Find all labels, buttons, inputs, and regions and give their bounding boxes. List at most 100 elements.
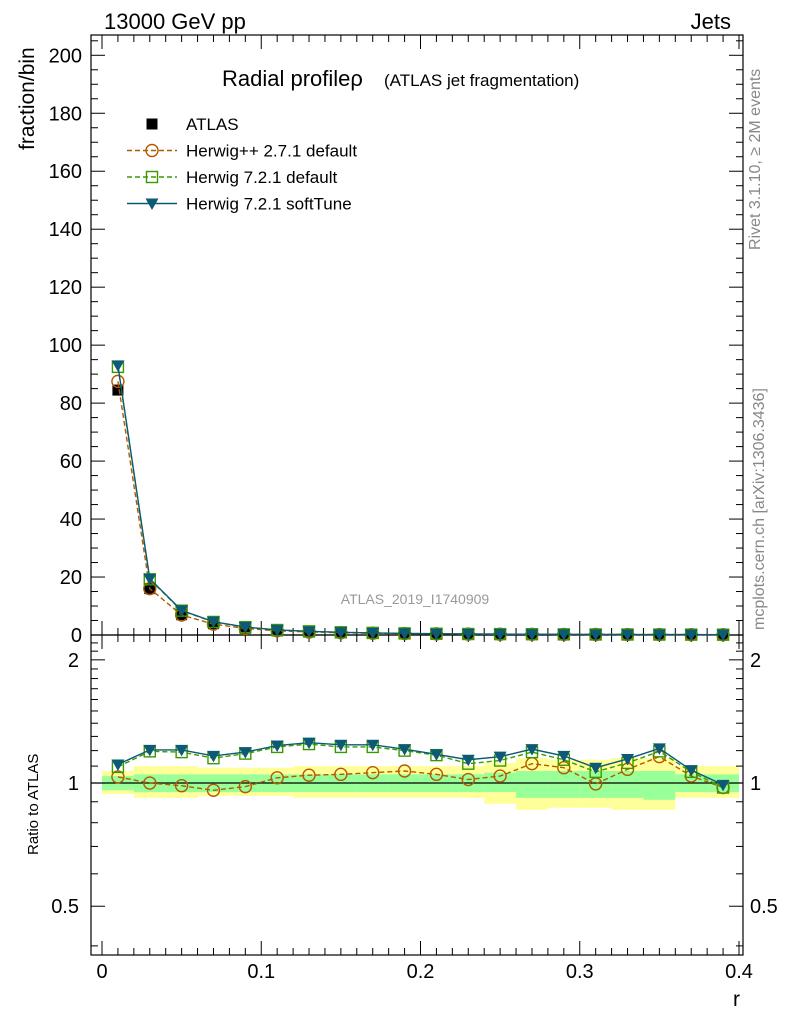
ratio-point-herwig-2-7-1-default (461, 772, 475, 787)
main-line-herwig-7-2-1-softtune (117, 365, 724, 636)
header-left: 13000 GeV pp (104, 9, 246, 34)
legend-label-herwig-2-7-1-default: Herwig++ 2.7.1 default (186, 142, 357, 161)
main-point-herwig-7-2-1-softtune (716, 629, 730, 642)
main-point-herwig-7-2-1-softtune (589, 629, 603, 641)
ratio-point-herwig-7-2-1-softtune (334, 739, 348, 752)
main-point-herwig-7-2-1-softtune (652, 629, 666, 642)
ratio-point-herwig-7-2-1-softtune (525, 744, 539, 756)
stat-uncertainty-bin (516, 771, 548, 798)
ratio-axes: 0 0.1 0.2 0.3 0.4 0.5 0.5 1 1 2 2 (51, 635, 778, 983)
main-y-tick-label: 60 (60, 451, 82, 473)
ratio-point-herwig-7-2-1-softtune (398, 744, 412, 756)
ratio-point-herwig-7-2-1-softtune (270, 740, 284, 753)
header-right: Jets (691, 9, 731, 34)
ratio-point-herwig-2-7-1-default (334, 767, 348, 782)
ratio-plot-frame (90, 634, 744, 956)
legend: ATLAS Herwig++ 2.7.1 default Herwig 7.2.1 … (127, 115, 357, 214)
ratio-point-herwig-2-7-1-default (206, 783, 221, 797)
main-point-herwig-7-2-1-softtune (334, 627, 348, 639)
ratio-point-herwig-2-7-1-default (174, 779, 189, 793)
main-point-herwig-7-2-1-softtune (366, 627, 380, 640)
stat-uncertainty-bin (547, 771, 580, 798)
ratio-point-herwig-7-2-1-softtune (652, 743, 666, 755)
main-point-herwig-7-2-1-softtune (621, 629, 635, 642)
main-point-herwig-7-2-1-softtune (684, 629, 698, 642)
x-tick-label: 0.2 (407, 961, 435, 983)
legend-label-atlas: ATLAS (186, 115, 239, 134)
ratio-point-herwig-7-2-1-softtune (461, 754, 475, 767)
main-point-herwig-7-2-1-softtune (270, 624, 284, 637)
ratio-point-herwig-7-2-1-softtune (684, 765, 698, 777)
main-y-tick-label: 160 (49, 161, 82, 183)
ratio-point-herwig-7-2-1-softtune (238, 747, 252, 759)
x-tick-label: 0.4 (725, 961, 753, 983)
main-y-tick-label: 180 (49, 103, 82, 125)
legend-marker-herwig-7-2-1-default (145, 170, 159, 184)
main-y-tick-label: 140 (49, 219, 82, 241)
x-tick-label: 0.3 (566, 961, 594, 983)
main-point-herwig-7-2-1-softtune (557, 629, 571, 641)
ratio-point-herwig-2-7-1-default (429, 767, 444, 782)
ratio-point-herwig-2-7-1-default (493, 769, 507, 783)
legend-marker-herwig-7-2-1-softtune (145, 198, 159, 210)
main-point-herwig-7-2-1-softtune (398, 628, 412, 640)
main-point-herwig-7-2-1-softtune (143, 573, 157, 586)
main-y-label: fraction/bin (16, 47, 39, 150)
ratio-line-herwig-7-2-1-softtune (117, 741, 724, 786)
main-point-herwig-7-2-1-softtune (175, 605, 189, 617)
ratio-series (111, 737, 730, 797)
main-y-tick-label: 0 (71, 625, 82, 647)
chart-title: Radial profileρ (222, 66, 363, 91)
side-version: Rivet 3.1.10, ≥ 2M events (747, 69, 764, 250)
legend-label-herwig-7-2-1-default: Herwig 7.2.1 default (186, 168, 337, 187)
ratio-point-herwig-7-2-1-softtune (589, 762, 603, 775)
ratio-y-tick-label-right: 2 (750, 650, 761, 672)
main-point-herwig-7-2-1-softtune (302, 626, 316, 638)
main-point-herwig-7-2-1-softtune (206, 616, 220, 629)
ratio-point-herwig-7-2-1-softtune (175, 744, 189, 757)
ratio-point-herwig-2-7-1-default (238, 779, 253, 794)
legend-marker-atlas (146, 118, 158, 130)
main-y-tick-label: 200 (49, 45, 82, 67)
watermark: ATLAS_2019_I1740909 (341, 591, 490, 607)
main-point-herwig-7-2-1-softtune (238, 622, 252, 634)
main-point-herwig-2-7-1-default (111, 374, 125, 389)
ratio-y-label: Ratio to ATLAS (25, 754, 42, 855)
ratio-point-herwig-2-7-1-default (270, 771, 284, 785)
ratio-point-herwig-7-2-1-softtune (366, 739, 380, 752)
main-point-herwig-7-2-1-softtune (493, 629, 507, 641)
ratio-uncertainty-bands (102, 758, 739, 810)
ratio-point-herwig-7-2-1-softtune (143, 744, 157, 757)
stat-uncertainty-bin (643, 771, 676, 800)
main-y-tick-label: 100 (49, 335, 82, 357)
stat-uncertainty-bin (579, 771, 612, 798)
main-point-herwig-7-2-1-softtune (429, 628, 443, 641)
ratio-y-tick-label: 2 (68, 650, 79, 672)
main-axes: 0 20 40 60 80 100 120 140 160 180 200 (49, 35, 743, 647)
side-site: mcplots.cern.ch [arXiv:1306.3436] (751, 388, 768, 630)
x-tick-label: 0 (96, 961, 107, 983)
main-point-herwig-7-2-1-softtune (525, 629, 539, 641)
ratio-point-herwig-7-2-1-softtune (111, 759, 125, 771)
ratio-point-herwig-7-2-1-softtune (302, 737, 316, 750)
ratio-y-tick-label-right: 1 (750, 773, 761, 795)
ratio-point-herwig-7-2-1-softtune (493, 751, 507, 764)
ratio-point-herwig-7-2-1-softtune (716, 779, 730, 792)
main-y-tick-label: 80 (60, 393, 82, 415)
legend-marker-herwig-2-7-1-default (145, 143, 159, 158)
ratio-point-herwig-7-2-1-softtune (621, 753, 635, 766)
ratio-y-tick-label: 1 (68, 773, 79, 795)
ratio-y-tick-label-right: 0.5 (750, 896, 778, 918)
ratio-point-herwig-7-2-1-softtune (206, 750, 220, 763)
main-point-herwig-7-2-1-softtune (111, 360, 125, 372)
x-axis-label: r (733, 988, 740, 1011)
main-point-herwig-7-2-1-softtune (461, 628, 475, 641)
main-point-atlas (112, 384, 124, 396)
ratio-point-herwig-7-2-1-softtune (557, 750, 571, 763)
ratio-point-herwig-7-2-1-softtune (429, 749, 443, 761)
legend-label-herwig-7-2-1-softtune: Herwig 7.2.1 softTune (186, 195, 352, 214)
chart-subtitle: (ATLAS jet fragmentation) (384, 71, 579, 90)
main-y-tick-label: 20 (60, 567, 82, 589)
ratio-y-tick-label: 0.5 (51, 896, 79, 918)
